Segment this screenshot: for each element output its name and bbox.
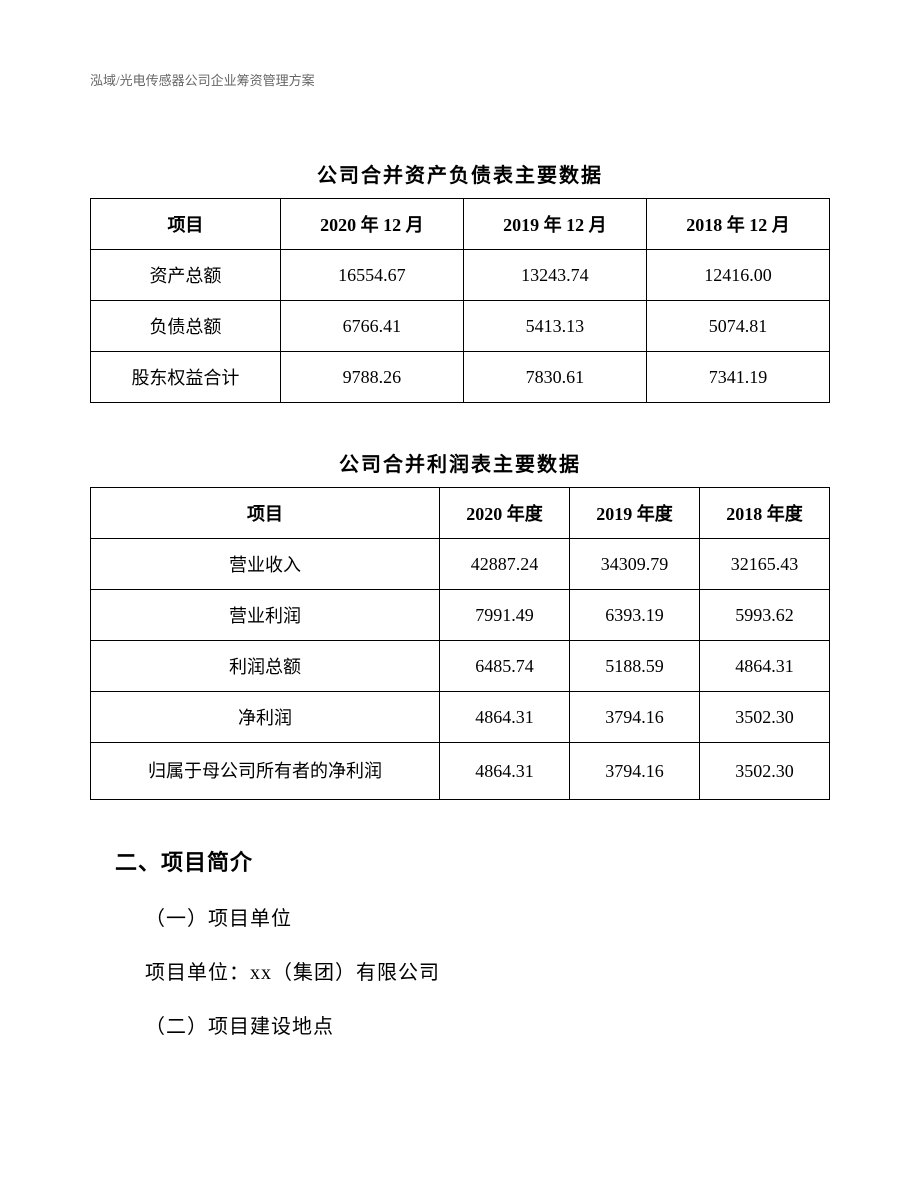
table2-col1: 2020 年度 <box>439 488 569 539</box>
table-cell: 3794.16 <box>569 743 699 800</box>
table-cell: 利润总额 <box>91 641 440 692</box>
table1-col3: 2018 年 12 月 <box>646 199 829 250</box>
table-cell: 营业收入 <box>91 539 440 590</box>
table-header-row: 项目 2020 年 12 月 2019 年 12 月 2018 年 12 月 <box>91 199 830 250</box>
table-cell: 12416.00 <box>646 250 829 301</box>
income-statement-table: 项目 2020 年度 2019 年度 2018 年度 营业收入 42887.24… <box>90 487 830 800</box>
table-cell: 3794.16 <box>569 692 699 743</box>
table1-col0: 项目 <box>91 199 281 250</box>
table-cell: 5413.13 <box>463 301 646 352</box>
section-heading: 二、项目简介 <box>90 845 830 877</box>
table1-col2: 2019 年 12 月 <box>463 199 646 250</box>
table-cell: 5074.81 <box>646 301 829 352</box>
table-cell: 4864.31 <box>699 641 829 692</box>
table-cell: 13243.74 <box>463 250 646 301</box>
table-cell: 16554.67 <box>280 250 463 301</box>
table-cell: 股东权益合计 <box>91 352 281 403</box>
table-cell: 6485.74 <box>439 641 569 692</box>
table-row: 归属于母公司所有者的净利润 4864.31 3794.16 3502.30 <box>91 743 830 800</box>
body-text-1: 项目单位：xx（集团）有限公司 <box>90 956 830 985</box>
table-row: 营业利润 7991.49 6393.19 5993.62 <box>91 590 830 641</box>
table-cell: 6393.19 <box>569 590 699 641</box>
table1-col1: 2020 年 12 月 <box>280 199 463 250</box>
table-cell: 7341.19 <box>646 352 829 403</box>
table-row: 营业收入 42887.24 34309.79 32165.43 <box>91 539 830 590</box>
table-cell: 5993.62 <box>699 590 829 641</box>
table1-title: 公司合并资产负债表主要数据 <box>90 159 830 188</box>
table-cell: 42887.24 <box>439 539 569 590</box>
table-cell: 4864.31 <box>439 743 569 800</box>
page-header-breadcrumb: 泓域/光电传感器公司企业筹资管理方案 <box>90 70 830 89</box>
table-cell: 5188.59 <box>569 641 699 692</box>
table-row: 资产总额 16554.67 13243.74 12416.00 <box>91 250 830 301</box>
sub-heading-1: （一）项目单位 <box>90 902 830 931</box>
table-header-row: 项目 2020 年度 2019 年度 2018 年度 <box>91 488 830 539</box>
table-cell: 7830.61 <box>463 352 646 403</box>
table2-col3: 2018 年度 <box>699 488 829 539</box>
table-cell: 32165.43 <box>699 539 829 590</box>
table-cell: 4864.31 <box>439 692 569 743</box>
table-cell: 资产总额 <box>91 250 281 301</box>
table2-col2: 2019 年度 <box>569 488 699 539</box>
table-cell: 34309.79 <box>569 539 699 590</box>
table-cell: 归属于母公司所有者的净利润 <box>91 743 440 800</box>
table2-col0: 项目 <box>91 488 440 539</box>
sub-heading-2: （二）项目建设地点 <box>90 1010 830 1039</box>
table-cell: 7991.49 <box>439 590 569 641</box>
table-cell: 3502.30 <box>699 692 829 743</box>
table-cell: 净利润 <box>91 692 440 743</box>
table-cell: 3502.30 <box>699 743 829 800</box>
table-cell: 9788.26 <box>280 352 463 403</box>
table-row: 净利润 4864.31 3794.16 3502.30 <box>91 692 830 743</box>
table-row: 股东权益合计 9788.26 7830.61 7341.19 <box>91 352 830 403</box>
table-cell: 6766.41 <box>280 301 463 352</box>
balance-sheet-table: 项目 2020 年 12 月 2019 年 12 月 2018 年 12 月 资… <box>90 198 830 403</box>
table-row: 利润总额 6485.74 5188.59 4864.31 <box>91 641 830 692</box>
table-cell: 营业利润 <box>91 590 440 641</box>
table2-title: 公司合并利润表主要数据 <box>90 448 830 477</box>
table-row: 负债总额 6766.41 5413.13 5074.81 <box>91 301 830 352</box>
table-cell: 负债总额 <box>91 301 281 352</box>
